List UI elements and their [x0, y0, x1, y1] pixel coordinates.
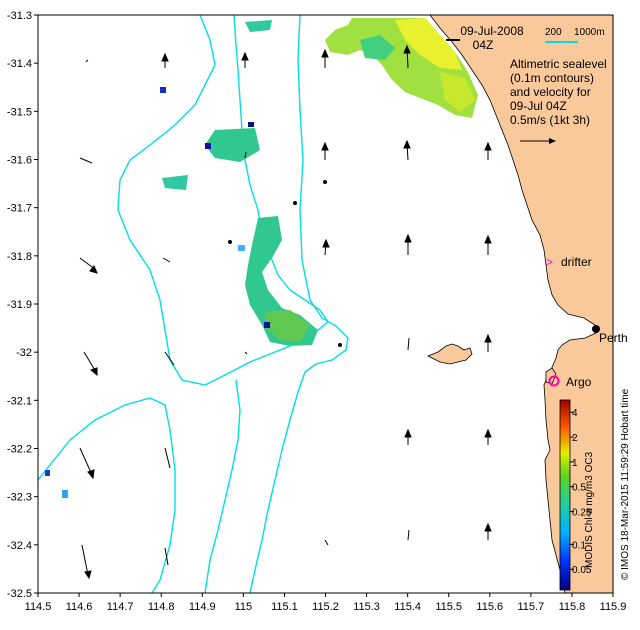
x-tick-label: 115.6 — [476, 601, 503, 613]
colorbar-tick-label: 0.05 — [572, 565, 592, 576]
rottnest-island — [427, 343, 473, 365]
y-axis: -31.3 -31.4 -31.5 -31.6 -31.7 -31.8 -31.9 -32 -3… — [7, 10, 38, 600]
y-tick-label: -32.5 — [7, 588, 32, 600]
y-tick-label: -31.8 — [7, 251, 32, 263]
colorbar-tick-label: 0.1 — [572, 540, 586, 551]
legend-line-4: 09-Jul 04Z — [510, 99, 567, 113]
y-tick-label: -32 — [16, 347, 32, 359]
x-tick-label: 115 — [235, 601, 253, 613]
y-tick-label: -31.4 — [7, 58, 32, 70]
y-tick-label: -32.3 — [7, 492, 32, 504]
y-tick-label: -32.1 — [7, 395, 32, 407]
legend-line-5: 0.5m/s (1kt 3h) — [510, 113, 590, 127]
x-tick-label: 114.6 — [66, 601, 93, 613]
x-axis: 114.5 114.6 114.7 114.8 114.9 115 115.1 115.2 11… — [25, 593, 627, 613]
x-tick-label: 115.2 — [312, 601, 339, 613]
y-tick-label: -31.6 — [7, 155, 32, 167]
colorbar — [559, 399, 571, 591]
garden-island — [545, 367, 557, 385]
drifter-marker: > — [546, 255, 553, 269]
legend-arrow-head — [549, 138, 556, 144]
argo-label: Argo — [566, 375, 592, 389]
x-tick-label: 115.3 — [353, 601, 380, 613]
colorbar-tick-label: 2 — [572, 433, 578, 444]
x-tick-label: 114.9 — [189, 601, 216, 613]
argo-marker — [548, 375, 560, 387]
colorbar-tick-label: 4 — [572, 408, 578, 419]
y-tick-label: -31.3 — [7, 10, 32, 22]
x-tick-label: 115.9 — [600, 601, 627, 613]
x-tick-label: 114.7 — [107, 601, 134, 613]
colorbar-tick-label: 1 — [572, 458, 578, 469]
legend-line-1: Altimetric sealevel — [510, 57, 607, 71]
credit-text: © IMOS 18-Mar-2015 11:59:29 Hobart time — [620, 388, 631, 580]
x-tick-label: 115.8 — [559, 601, 586, 613]
legend-line-3: and velocity for — [510, 85, 591, 99]
colorbar-tick-label: 0.25 — [572, 508, 592, 519]
y-tick-label: -31.5 — [7, 106, 32, 118]
chlorophyll-patches — [45, 18, 478, 498]
colorbar-tick-label: 0.5 — [572, 483, 586, 494]
x-tick-label: 115.1 — [271, 601, 298, 613]
legend-line-2: (0.1m contours) — [510, 71, 594, 85]
y-tick-label: -31.9 — [7, 299, 32, 311]
perth-label: Perth — [599, 331, 628, 345]
map-title-time: 04Z — [473, 38, 494, 52]
y-tick-label: -31.7 — [7, 203, 32, 215]
depth-label: 1000m — [574, 27, 605, 38]
y-tick-label: -32.2 — [7, 444, 32, 456]
x-tick-label: 115.4 — [394, 601, 421, 613]
x-tick-label: 114.8 — [148, 601, 175, 613]
x-tick-label: 115.5 — [435, 601, 462, 613]
y-tick-label: -32.4 — [7, 540, 32, 552]
isobath-contours — [38, 15, 349, 593]
scale-label: 200 — [545, 27, 562, 38]
velocity-legend: Altimetric sealevel (0.1m contours) and … — [510, 57, 607, 144]
x-tick-label: 115.7 — [517, 601, 544, 613]
colorbar-ticks: 4 2 1 0.5 0.25 0.1 0.05 — [570, 408, 592, 576]
x-tick-label: 114.5 — [25, 601, 52, 613]
drifter-label: drifter — [561, 255, 592, 269]
map-title-date: 09-Jul-2008 — [460, 24, 524, 38]
colorbar-label: MODIS Chl-a mg/m3 OC3 — [584, 451, 595, 568]
velocity-arrows — [79, 44, 492, 580]
perth-marker — [592, 325, 600, 333]
